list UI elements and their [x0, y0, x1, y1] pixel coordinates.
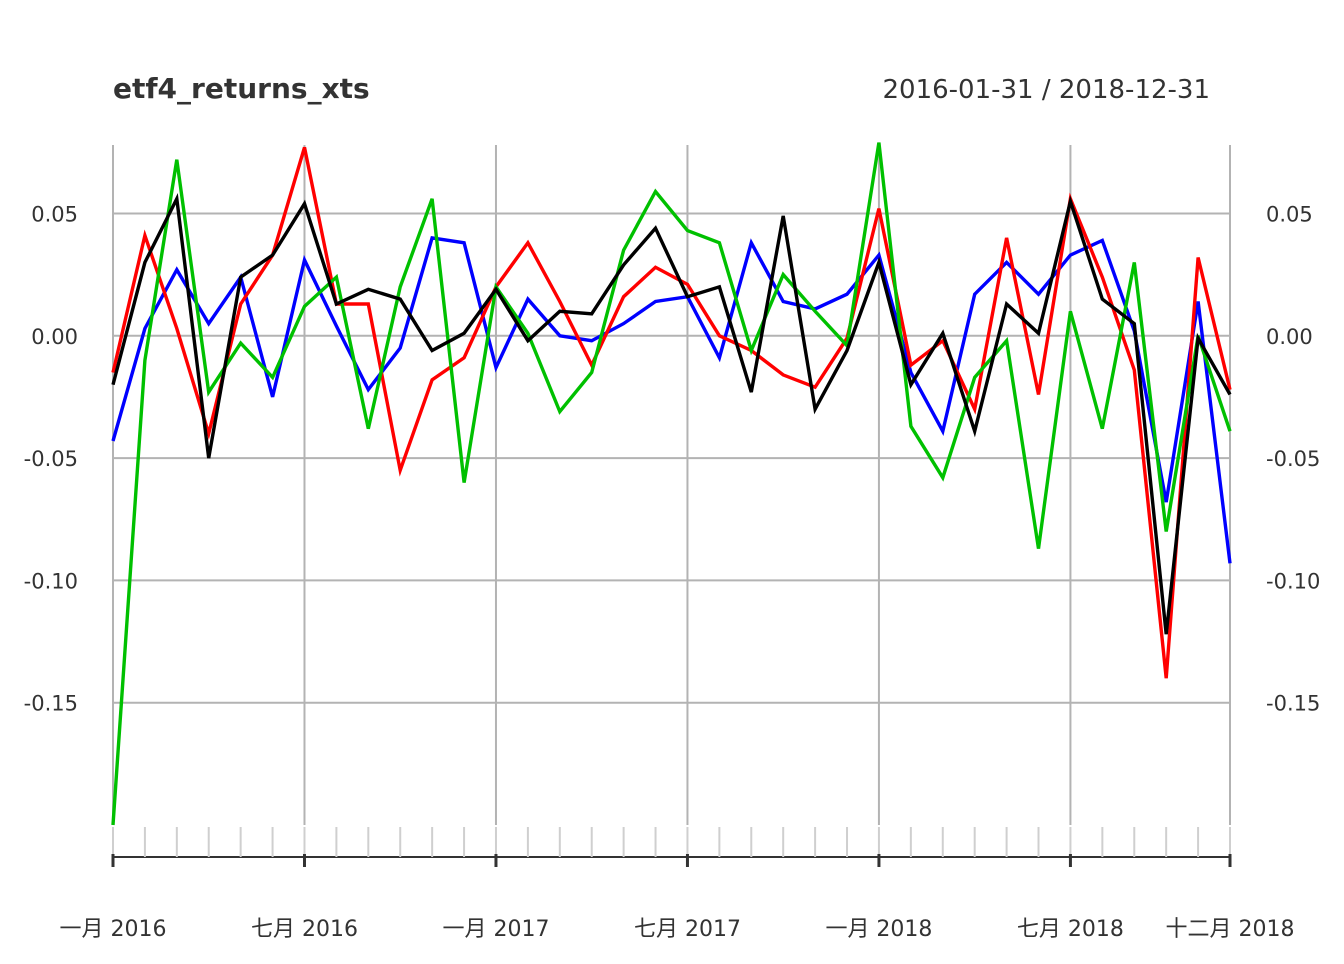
y-axis-left: 0.05 0.00 -0.05 -0.10 -0.15 — [24, 202, 78, 715]
x-tick-label: 十二月 2018 — [1166, 917, 1295, 942]
series-lines — [111, 142, 1232, 826]
series-line-3 — [111, 142, 1232, 826]
y-tick-label-right: 0.05 — [1266, 202, 1313, 226]
grid-lines — [112, 145, 1231, 825]
y-tick-label-left: 0.00 — [31, 325, 78, 349]
x-tick-label: 一月 2016 — [60, 917, 167, 942]
y-tick-label-left: -0.15 — [24, 692, 78, 716]
x-tick-label: 一月 2018 — [825, 917, 932, 942]
series-line-1 — [111, 235, 1232, 564]
y-tick-label-right: -0.15 — [1266, 692, 1320, 716]
series-line-2 — [111, 146, 1232, 679]
x-tick-label: 七月 2018 — [1017, 917, 1124, 942]
y-tick-label-left: -0.05 — [24, 447, 78, 471]
y-tick-label-right: 0.00 — [1266, 325, 1313, 349]
x-tick-label: 七月 2016 — [251, 917, 358, 942]
x-axis: 一月 2016 七月 2016 一月 2017 七月 2017 一月 2018 七月 20… — [60, 827, 1295, 942]
y-tick-label-right: -0.10 — [1266, 569, 1320, 593]
y-tick-label-left: -0.10 — [24, 569, 78, 593]
chart-date-range: 2016-01-31 / 2018-12-31 — [883, 75, 1211, 105]
y-axis-right: 0.05 0.00 -0.05 -0.10 -0.15 — [1266, 202, 1320, 715]
series-line-4 — [111, 193, 1232, 635]
chart-title: etf4_returns_xts — [113, 72, 370, 105]
y-tick-label-right: -0.05 — [1266, 447, 1320, 471]
x-tick-label: 七月 2017 — [634, 917, 741, 942]
x-tick-label: 一月 2017 — [442, 917, 549, 942]
y-tick-label-left: 0.05 — [31, 202, 78, 226]
